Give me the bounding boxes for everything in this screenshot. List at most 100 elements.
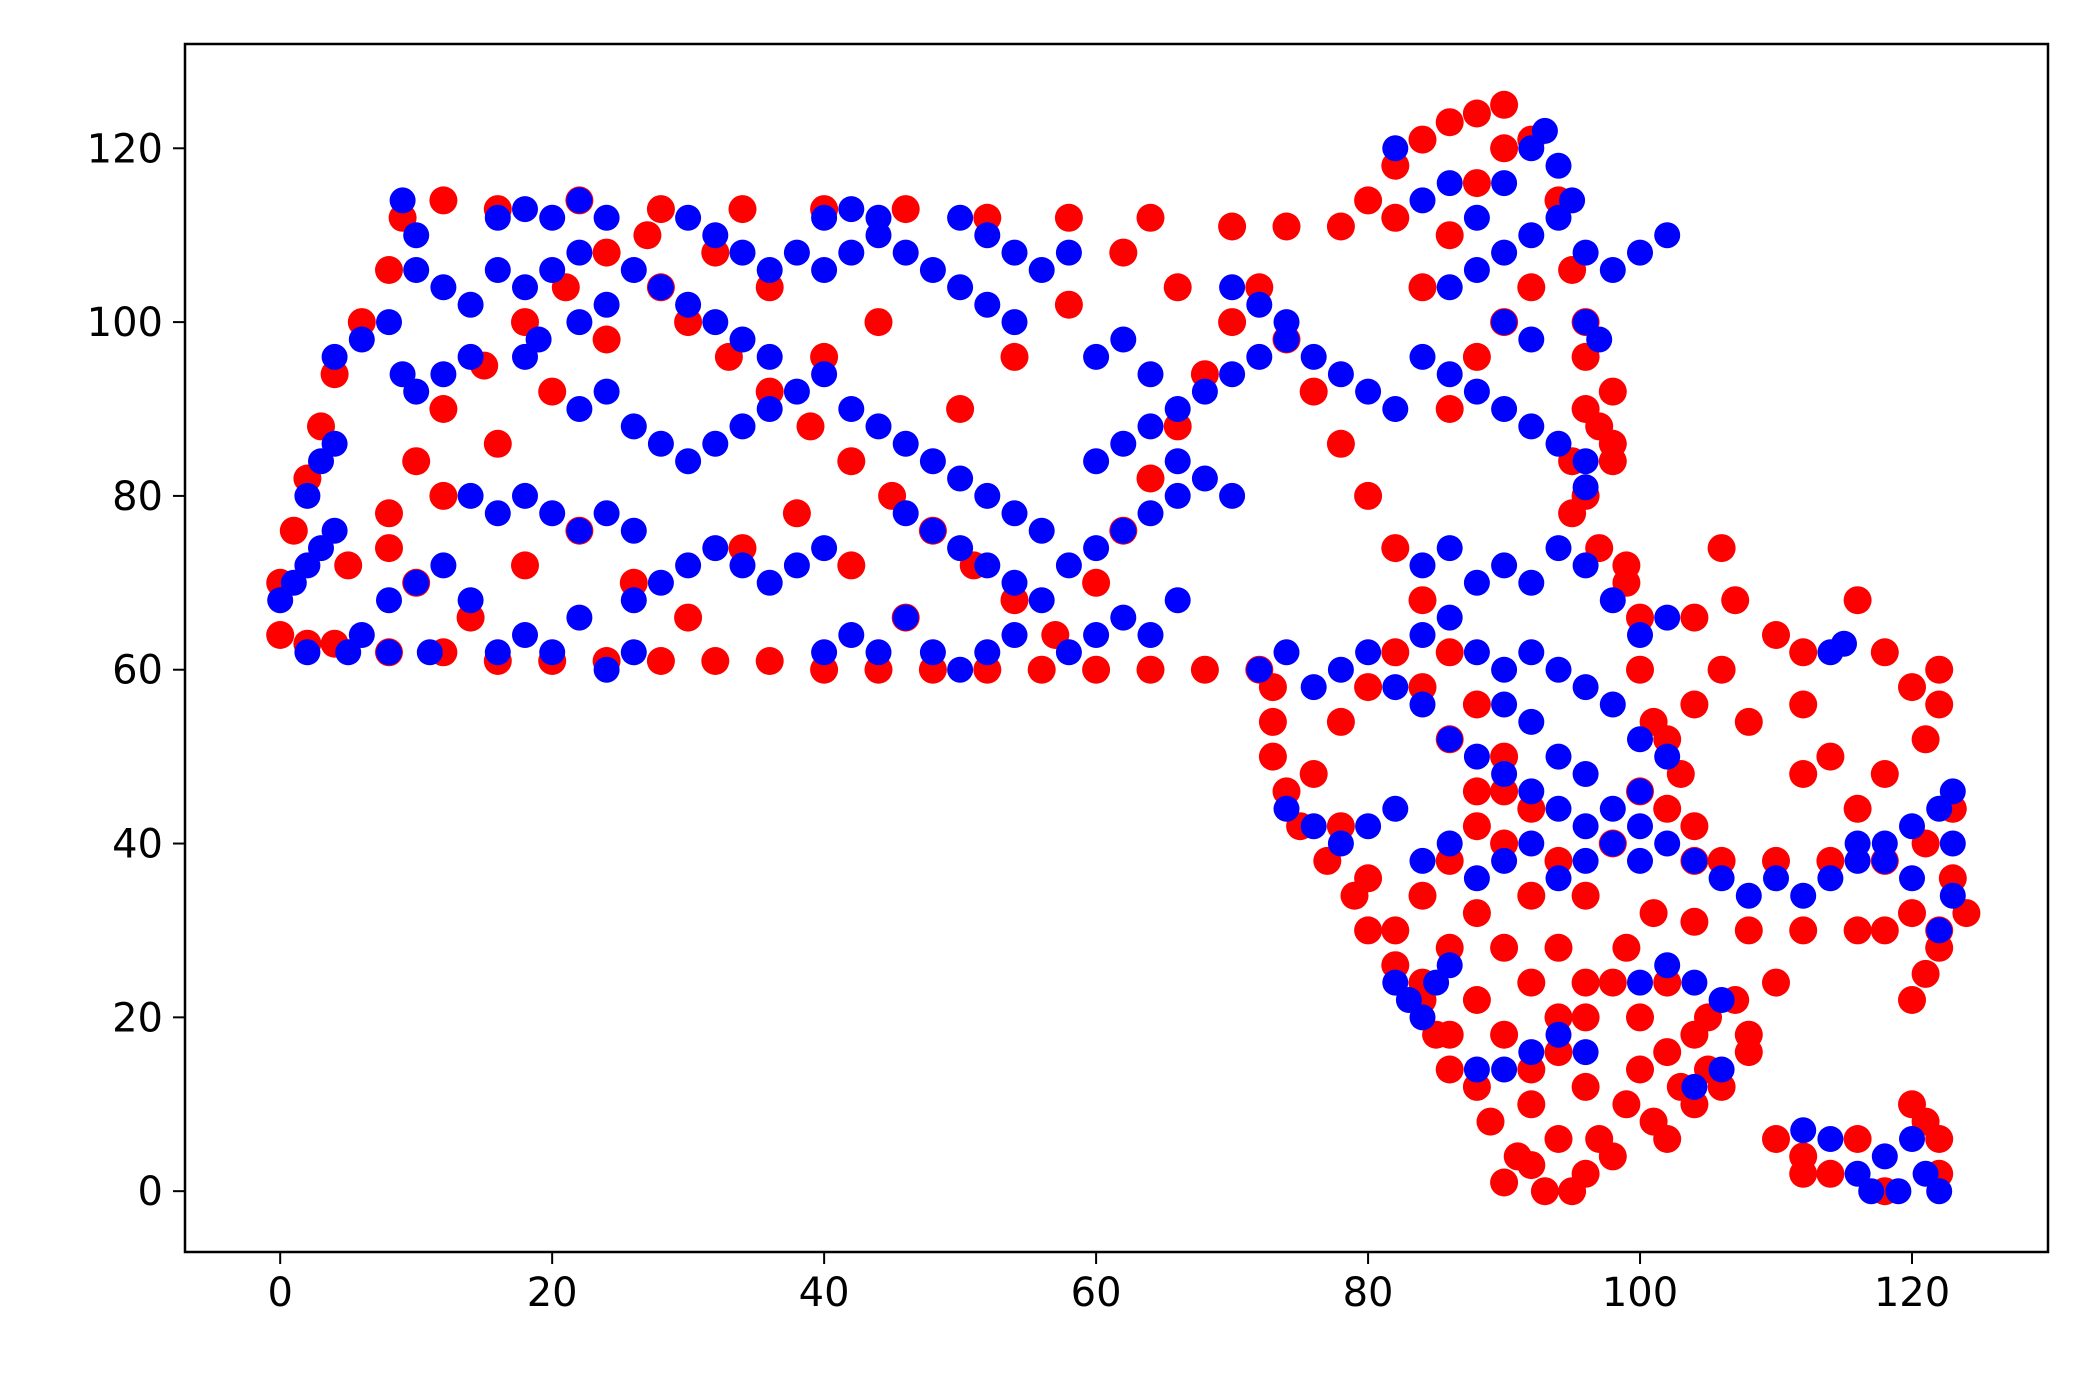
point-series-1-148	[1300, 674, 1327, 701]
point-series-1-205	[1627, 969, 1653, 996]
point-series-1-124	[1137, 622, 1164, 648]
point-series-1-175	[1926, 917, 1953, 944]
point-series-0-156	[1435, 395, 1464, 423]
point-series-0-136	[1136, 464, 1165, 493]
point-series-0-177	[1054, 290, 1083, 319]
point-series-1-24	[484, 257, 511, 283]
point-series-0-143	[1326, 429, 1355, 458]
point-series-1-270	[1491, 656, 1518, 683]
point-series-1-229	[1327, 361, 1354, 388]
point-series-1-56	[947, 204, 974, 231]
point-series-1-71	[620, 587, 647, 614]
point-series-1-257	[1436, 535, 1463, 562]
point-series-1-114	[1246, 343, 1273, 370]
point-series-1-182	[1300, 813, 1327, 840]
point-series-0-80	[1544, 1125, 1573, 1153]
point-series-1-87	[783, 378, 810, 405]
point-series-0-204	[1870, 760, 1899, 788]
point-series-1-236	[1491, 239, 1518, 266]
point-series-1-47	[783, 239, 810, 266]
point-series-1-12	[321, 343, 348, 370]
point-series-1-239	[1572, 239, 1599, 266]
point-series-1-69	[484, 500, 511, 527]
point-series-0-191	[1816, 742, 1845, 771]
point-series-1-167	[1817, 865, 1844, 892]
point-series-0-188	[429, 481, 458, 510]
point-series-1-92	[919, 448, 946, 475]
point-series-1-214	[1871, 1143, 1898, 1170]
point-series-1-202	[1518, 1039, 1545, 1066]
point-series-1-163	[1708, 865, 1735, 892]
x-tick-label: 60	[1071, 1270, 1122, 1316]
point-series-1-149	[1327, 656, 1354, 683]
point-series-1-144	[457, 587, 484, 614]
point-series-0-253	[1435, 1020, 1464, 1049]
point-series-1-29	[512, 196, 538, 223]
point-series-1-34	[525, 326, 552, 353]
point-series-0-249	[1490, 933, 1519, 962]
point-series-1-1	[280, 569, 307, 596]
point-series-1-152	[1409, 691, 1436, 718]
point-series-0-60	[1598, 968, 1627, 997]
point-series-1-11	[321, 430, 348, 457]
point-series-1-132	[620, 639, 647, 666]
point-series-1-151	[1382, 674, 1409, 701]
point-series-1-156	[1518, 778, 1545, 805]
point-series-1-181	[1273, 795, 1300, 822]
x-tick-label: 0	[267, 1270, 292, 1316]
point-series-1-45	[729, 239, 756, 266]
point-series-1-133	[811, 639, 838, 666]
point-series-1-77	[783, 552, 810, 579]
point-series-1-204	[1491, 1056, 1518, 1083]
point-series-1-199	[1436, 952, 1463, 979]
point-series-0-176	[1000, 342, 1029, 371]
point-series-0-234	[1381, 916, 1410, 945]
point-series-1-196	[1395, 987, 1422, 1013]
point-series-0-27	[1490, 90, 1519, 119]
point-series-1-212	[1817, 1126, 1844, 1152]
point-series-0-42	[1680, 812, 1709, 841]
point-series-0-216	[1925, 1125, 1954, 1153]
point-series-0-189	[375, 534, 403, 563]
point-series-0-21	[1326, 212, 1355, 241]
point-series-1-42	[756, 343, 783, 370]
point-series-0-258	[1626, 1003, 1654, 1032]
point-series-1-120	[1191, 465, 1218, 492]
point-series-0-98	[1136, 655, 1165, 684]
point-series-1-231	[1273, 309, 1300, 336]
point-series-1-215	[1899, 1126, 1925, 1152]
point-series-1-251	[1382, 135, 1409, 162]
point-series-0-116	[375, 499, 403, 528]
point-series-0-202	[1925, 655, 1954, 684]
point-series-0-159	[1517, 273, 1546, 302]
point-series-1-157	[1545, 795, 1572, 822]
point-series-1-221	[1436, 361, 1463, 388]
point-series-1-32	[593, 204, 620, 231]
point-series-0-127	[796, 412, 825, 441]
point-series-1-127	[484, 639, 511, 666]
point-series-1-164	[1735, 882, 1762, 909]
point-series-0-246	[1544, 933, 1573, 962]
point-series-1-22	[430, 274, 457, 301]
point-series-0-170	[674, 603, 703, 632]
point-series-1-83	[675, 448, 702, 475]
point-series-1-35	[566, 309, 593, 336]
point-series-1-79	[566, 396, 593, 422]
point-series-1-233	[1219, 274, 1246, 301]
point-series-1-55	[1001, 309, 1028, 336]
point-series-1-263	[1599, 587, 1626, 614]
point-series-0-262	[1734, 1038, 1763, 1067]
point-series-1-39	[675, 291, 702, 318]
point-series-0-22	[1354, 186, 1383, 215]
point-series-1-141	[376, 587, 402, 614]
point-series-0-200	[1898, 673, 1926, 702]
y-tick-label: 0	[138, 1169, 163, 1215]
point-series-1-253	[1586, 326, 1613, 353]
point-series-1-60	[1055, 239, 1082, 266]
point-series-1-97	[919, 517, 946, 544]
point-series-0-55	[1789, 916, 1818, 945]
point-series-0-100	[1027, 655, 1056, 684]
point-series-1-273	[1409, 622, 1436, 648]
point-series-1-18	[457, 343, 484, 370]
